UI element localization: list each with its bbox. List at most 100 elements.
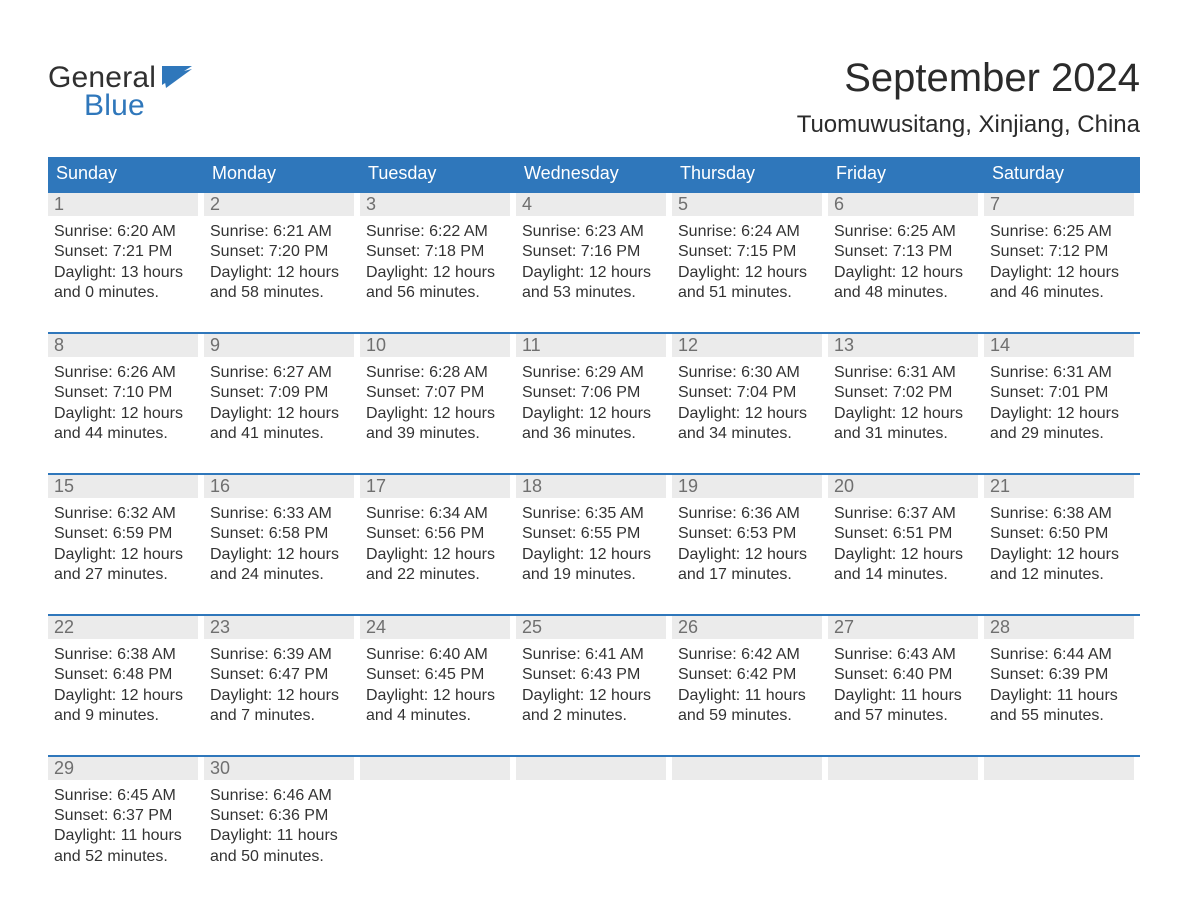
day-body: Sunrise: 6:32 AMSunset: 6:59 PMDaylight:…: [48, 498, 198, 594]
day-cell: .: [360, 757, 516, 876]
day-cell: 12Sunrise: 6:30 AMSunset: 7:04 PMDayligh…: [672, 334, 828, 453]
day-number: 21: [984, 475, 1134, 498]
day-body: Sunrise: 6:34 AMSunset: 6:56 PMDaylight:…: [360, 498, 510, 594]
weekday-header: Tuesday: [360, 157, 516, 191]
day-number: 29: [48, 757, 198, 780]
day-cell: 4Sunrise: 6:23 AMSunset: 7:16 PMDaylight…: [516, 193, 672, 312]
day-number: 27: [828, 616, 978, 639]
day-body: Sunrise: 6:30 AMSunset: 7:04 PMDaylight:…: [672, 357, 822, 453]
day-cell: 25Sunrise: 6:41 AMSunset: 6:43 PMDayligh…: [516, 616, 672, 735]
day-cell: 3Sunrise: 6:22 AMSunset: 7:18 PMDaylight…: [360, 193, 516, 312]
day-number: 17: [360, 475, 510, 498]
day-body: Sunrise: 6:39 AMSunset: 6:47 PMDaylight:…: [204, 639, 354, 735]
day-number: 28: [984, 616, 1134, 639]
weeks-container: 1Sunrise: 6:20 AMSunset: 7:21 PMDaylight…: [48, 191, 1140, 875]
header: General Blue September 2024 Tuomuwusitan…: [48, 56, 1140, 157]
week-row: 29Sunrise: 6:45 AMSunset: 6:37 PMDayligh…: [48, 755, 1140, 876]
calendar: SundayMondayTuesdayWednesdayThursdayFrid…: [48, 157, 1140, 875]
day-body: Sunrise: 6:27 AMSunset: 7:09 PMDaylight:…: [204, 357, 354, 453]
day-cell: 9Sunrise: 6:27 AMSunset: 7:09 PMDaylight…: [204, 334, 360, 453]
day-cell: .: [672, 757, 828, 876]
weekday-header: Thursday: [672, 157, 828, 191]
day-number: 25: [516, 616, 666, 639]
day-cell: 10Sunrise: 6:28 AMSunset: 7:07 PMDayligh…: [360, 334, 516, 453]
logo-line2: Blue: [48, 90, 156, 122]
day-number: 12: [672, 334, 822, 357]
day-body: Sunrise: 6:46 AMSunset: 6:36 PMDaylight:…: [204, 780, 354, 876]
day-body: Sunrise: 6:21 AMSunset: 7:20 PMDaylight:…: [204, 216, 354, 312]
day-body: Sunrise: 6:31 AMSunset: 7:01 PMDaylight:…: [984, 357, 1134, 453]
day-number: 16: [204, 475, 354, 498]
day-number: .: [360, 757, 510, 780]
flag-icon: [162, 66, 192, 88]
day-number: 13: [828, 334, 978, 357]
day-cell: 7Sunrise: 6:25 AMSunset: 7:12 PMDaylight…: [984, 193, 1140, 312]
day-number: 3: [360, 193, 510, 216]
day-number: 22: [48, 616, 198, 639]
weekday-header-row: SundayMondayTuesdayWednesdayThursdayFrid…: [48, 157, 1140, 191]
day-cell: 18Sunrise: 6:35 AMSunset: 6:55 PMDayligh…: [516, 475, 672, 594]
day-number: 7: [984, 193, 1134, 216]
day-number: 9: [204, 334, 354, 357]
day-cell: 16Sunrise: 6:33 AMSunset: 6:58 PMDayligh…: [204, 475, 360, 594]
day-cell: 27Sunrise: 6:43 AMSunset: 6:40 PMDayligh…: [828, 616, 984, 735]
day-body: Sunrise: 6:23 AMSunset: 7:16 PMDaylight:…: [516, 216, 666, 312]
day-cell: 8Sunrise: 6:26 AMSunset: 7:10 PMDaylight…: [48, 334, 204, 453]
day-number: 26: [672, 616, 822, 639]
day-body: Sunrise: 6:25 AMSunset: 7:13 PMDaylight:…: [828, 216, 978, 312]
weekday-header: Sunday: [48, 157, 204, 191]
day-cell: 23Sunrise: 6:39 AMSunset: 6:47 PMDayligh…: [204, 616, 360, 735]
logo-text: General Blue: [48, 62, 156, 121]
day-number: 10: [360, 334, 510, 357]
day-cell: 24Sunrise: 6:40 AMSunset: 6:45 PMDayligh…: [360, 616, 516, 735]
day-body: Sunrise: 6:41 AMSunset: 6:43 PMDaylight:…: [516, 639, 666, 735]
weekday-header: Monday: [204, 157, 360, 191]
day-cell: .: [984, 757, 1140, 876]
day-number: 19: [672, 475, 822, 498]
month-title: September 2024: [797, 56, 1140, 101]
weekday-header: Friday: [828, 157, 984, 191]
day-body: Sunrise: 6:38 AMSunset: 6:48 PMDaylight:…: [48, 639, 198, 735]
day-number: 2: [204, 193, 354, 216]
day-number: 14: [984, 334, 1134, 357]
week-row: 15Sunrise: 6:32 AMSunset: 6:59 PMDayligh…: [48, 473, 1140, 594]
day-body: Sunrise: 6:20 AMSunset: 7:21 PMDaylight:…: [48, 216, 198, 312]
day-cell: 13Sunrise: 6:31 AMSunset: 7:02 PMDayligh…: [828, 334, 984, 453]
day-body: Sunrise: 6:40 AMSunset: 6:45 PMDaylight:…: [360, 639, 510, 735]
week-row: 22Sunrise: 6:38 AMSunset: 6:48 PMDayligh…: [48, 614, 1140, 735]
day-cell: 5Sunrise: 6:24 AMSunset: 7:15 PMDaylight…: [672, 193, 828, 312]
day-cell: 14Sunrise: 6:31 AMSunset: 7:01 PMDayligh…: [984, 334, 1140, 453]
day-cell: 20Sunrise: 6:37 AMSunset: 6:51 PMDayligh…: [828, 475, 984, 594]
day-number: 24: [360, 616, 510, 639]
day-number: 6: [828, 193, 978, 216]
day-cell: 21Sunrise: 6:38 AMSunset: 6:50 PMDayligh…: [984, 475, 1140, 594]
day-body: Sunrise: 6:31 AMSunset: 7:02 PMDaylight:…: [828, 357, 978, 453]
day-cell: 17Sunrise: 6:34 AMSunset: 6:56 PMDayligh…: [360, 475, 516, 594]
day-body: Sunrise: 6:36 AMSunset: 6:53 PMDaylight:…: [672, 498, 822, 594]
day-number: 15: [48, 475, 198, 498]
day-number: 11: [516, 334, 666, 357]
day-cell: .: [516, 757, 672, 876]
day-number: .: [984, 757, 1134, 780]
day-body: Sunrise: 6:43 AMSunset: 6:40 PMDaylight:…: [828, 639, 978, 735]
day-cell: .: [828, 757, 984, 876]
day-cell: 26Sunrise: 6:42 AMSunset: 6:42 PMDayligh…: [672, 616, 828, 735]
location: Tuomuwusitang, Xinjiang, China: [797, 111, 1140, 139]
day-cell: 19Sunrise: 6:36 AMSunset: 6:53 PMDayligh…: [672, 475, 828, 594]
day-body: Sunrise: 6:44 AMSunset: 6:39 PMDaylight:…: [984, 639, 1134, 735]
day-number: 30: [204, 757, 354, 780]
day-number: 20: [828, 475, 978, 498]
week-row: 1Sunrise: 6:20 AMSunset: 7:21 PMDaylight…: [48, 191, 1140, 312]
day-body: Sunrise: 6:28 AMSunset: 7:07 PMDaylight:…: [360, 357, 510, 453]
day-body: Sunrise: 6:26 AMSunset: 7:10 PMDaylight:…: [48, 357, 198, 453]
day-body: Sunrise: 6:25 AMSunset: 7:12 PMDaylight:…: [984, 216, 1134, 312]
day-cell: 2Sunrise: 6:21 AMSunset: 7:20 PMDaylight…: [204, 193, 360, 312]
day-body: Sunrise: 6:22 AMSunset: 7:18 PMDaylight:…: [360, 216, 510, 312]
day-body: Sunrise: 6:29 AMSunset: 7:06 PMDaylight:…: [516, 357, 666, 453]
day-body: Sunrise: 6:45 AMSunset: 6:37 PMDaylight:…: [48, 780, 198, 876]
day-number: 23: [204, 616, 354, 639]
page: General Blue September 2024 Tuomuwusitan…: [0, 0, 1188, 915]
week-row: 8Sunrise: 6:26 AMSunset: 7:10 PMDaylight…: [48, 332, 1140, 453]
day-body: Sunrise: 6:35 AMSunset: 6:55 PMDaylight:…: [516, 498, 666, 594]
day-cell: 11Sunrise: 6:29 AMSunset: 7:06 PMDayligh…: [516, 334, 672, 453]
